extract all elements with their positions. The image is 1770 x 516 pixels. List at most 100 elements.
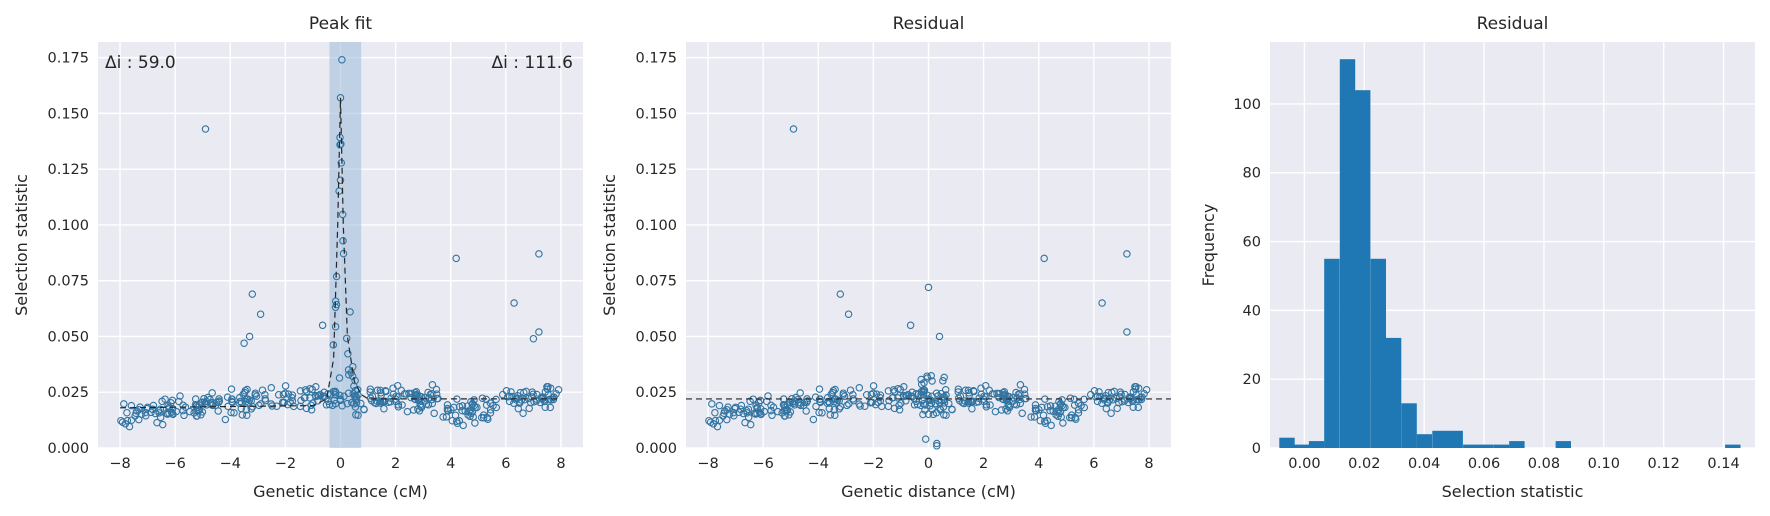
data-point	[505, 397, 514, 406]
y-tick-label: 0.125	[47, 162, 89, 178]
histogram-bar	[1355, 90, 1371, 448]
data-point	[1102, 404, 1111, 413]
data-point	[829, 386, 838, 395]
data-point	[933, 442, 941, 450]
data-point	[267, 384, 276, 392]
data-point	[1108, 388, 1116, 397]
y-tick-label: 0.125	[635, 162, 677, 178]
y-tick-label: 0.050	[47, 329, 89, 345]
data-point	[877, 402, 886, 411]
x-tick-label: 0.12	[1648, 456, 1680, 472]
data-point	[421, 397, 430, 405]
y-tick-label: 80	[1243, 166, 1261, 182]
data-point	[409, 406, 418, 414]
data-point	[520, 388, 528, 397]
data-point	[912, 390, 920, 398]
data-point	[529, 334, 538, 343]
data-point	[484, 415, 492, 423]
data-point	[985, 386, 994, 395]
data-point	[153, 418, 161, 427]
data-point	[968, 404, 976, 413]
data-point	[796, 389, 804, 397]
data-point	[194, 406, 203, 414]
y-tick-label: 60	[1243, 235, 1261, 251]
data-point	[816, 397, 824, 406]
data-point	[240, 339, 248, 347]
data-point	[1108, 395, 1117, 404]
histogram-bar	[1324, 258, 1340, 448]
data-point	[1074, 399, 1083, 407]
data-point	[123, 408, 131, 417]
data-point	[507, 388, 515, 396]
data-point	[301, 386, 310, 394]
data-point	[948, 405, 956, 413]
data-point	[143, 404, 151, 413]
data-point	[394, 403, 403, 411]
data-point	[763, 397, 771, 406]
data-point	[954, 394, 963, 402]
data-point	[921, 401, 929, 409]
panel-title: Residual	[893, 14, 965, 34]
data-point	[1098, 399, 1106, 407]
data-point	[744, 413, 753, 422]
data-point	[180, 411, 188, 420]
data-point	[465, 407, 473, 416]
data-point	[824, 397, 833, 406]
x-tick-label: 0.14	[1707, 456, 1739, 472]
data-point	[468, 407, 477, 416]
data-point	[227, 408, 235, 417]
histogram-bar	[1279, 437, 1295, 448]
data-point	[414, 393, 423, 402]
data-point	[741, 418, 749, 427]
data-point	[306, 394, 314, 402]
data-point	[730, 411, 738, 420]
data-point	[297, 396, 305, 405]
data-point	[241, 386, 250, 395]
data-point	[384, 398, 393, 406]
data-point	[382, 387, 390, 396]
data-point	[1043, 417, 1052, 425]
data-point	[342, 334, 351, 343]
data-point	[448, 416, 457, 425]
data-point	[443, 406, 452, 414]
data-point	[940, 373, 948, 382]
data-point	[970, 387, 978, 396]
data-point	[274, 391, 283, 399]
data-point	[394, 393, 402, 401]
data-point	[855, 384, 864, 392]
data-point	[142, 411, 150, 420]
data-point	[510, 399, 518, 407]
data-point	[1002, 405, 1010, 413]
data-point	[942, 411, 950, 419]
y-tick-label: 0	[1252, 441, 1261, 457]
data-point	[833, 396, 842, 404]
data-point	[176, 392, 184, 400]
y-tick-label: 0.100	[47, 218, 89, 234]
histogram-bar	[1401, 403, 1417, 448]
data-point	[1053, 407, 1061, 416]
data-point	[927, 372, 935, 380]
data-point	[366, 394, 375, 402]
data-point	[939, 377, 947, 385]
data-point	[201, 125, 210, 133]
data-point	[324, 390, 332, 398]
data-point	[1098, 299, 1106, 307]
data-point	[1046, 402, 1055, 410]
data-point	[818, 409, 826, 417]
panel-title: Peak fit	[309, 14, 372, 34]
data-point	[757, 410, 765, 419]
plot-extras	[329, 42, 362, 448]
data-point	[744, 405, 753, 413]
data-point	[432, 390, 441, 398]
data-point	[921, 435, 930, 443]
data-point	[373, 397, 381, 405]
data-point	[541, 403, 549, 411]
data-point	[1107, 409, 1115, 417]
data-point	[919, 410, 927, 419]
data-point	[1040, 254, 1048, 263]
data-point	[935, 332, 944, 341]
data-point	[169, 410, 177, 419]
data-point	[535, 250, 543, 258]
delta-annotation-right: Δi : 111.6	[491, 53, 573, 73]
data-point	[398, 401, 406, 409]
